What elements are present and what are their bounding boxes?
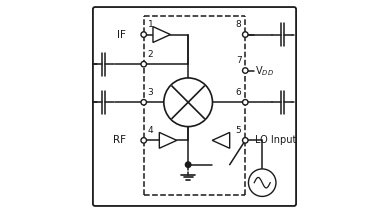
Text: 7: 7 [236, 56, 242, 65]
Circle shape [242, 99, 248, 105]
Circle shape [242, 138, 248, 143]
Circle shape [186, 162, 191, 167]
Text: 6: 6 [236, 88, 242, 97]
Circle shape [141, 61, 147, 67]
Text: RF: RF [113, 135, 126, 145]
Text: V$_{DD}$: V$_{DD}$ [255, 65, 274, 78]
Text: 4: 4 [147, 126, 153, 135]
Polygon shape [153, 27, 170, 42]
Circle shape [141, 138, 147, 143]
Circle shape [242, 68, 248, 73]
Text: 2: 2 [147, 50, 153, 59]
Text: 1: 1 [147, 20, 153, 29]
Circle shape [141, 32, 147, 37]
Text: LO Input: LO Input [255, 135, 296, 145]
FancyBboxPatch shape [93, 7, 296, 206]
Circle shape [249, 169, 276, 196]
Text: IF: IF [117, 30, 126, 40]
Polygon shape [159, 132, 177, 148]
Text: 3: 3 [147, 88, 153, 97]
Circle shape [242, 32, 248, 37]
Text: 5: 5 [236, 126, 242, 135]
Circle shape [141, 99, 147, 105]
Text: 8: 8 [236, 20, 242, 29]
Polygon shape [212, 132, 230, 148]
Circle shape [164, 78, 212, 127]
